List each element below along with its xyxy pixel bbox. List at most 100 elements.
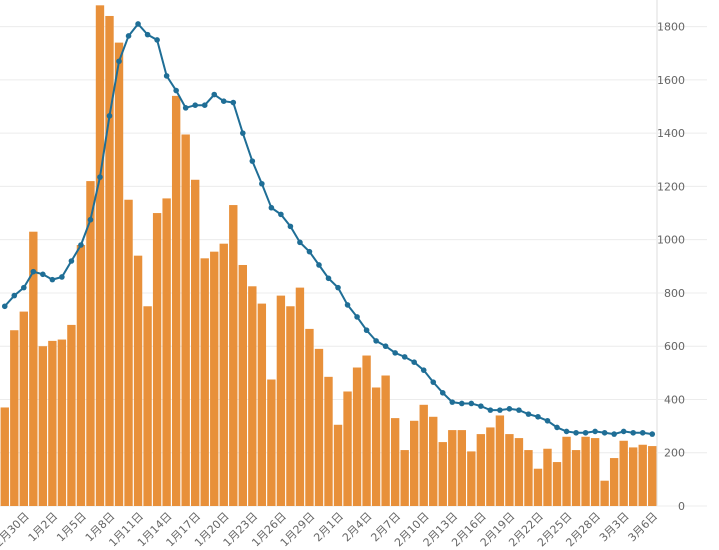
point — [620, 428, 627, 435]
bar — [562, 436, 571, 506]
bar — [38, 346, 48, 506]
bar — [171, 95, 181, 506]
y-tick-label: 1200 — [657, 180, 685, 193]
bar — [124, 199, 133, 506]
bar — [86, 181, 95, 507]
bar — [381, 375, 390, 506]
point — [344, 302, 351, 308]
point — [420, 367, 427, 373]
point — [163, 73, 170, 79]
bar — [19, 311, 28, 506]
point — [21, 284, 27, 291]
point — [439, 390, 446, 396]
bar — [600, 480, 609, 506]
point — [201, 102, 208, 108]
point — [30, 268, 37, 275]
point — [573, 429, 579, 436]
bar — [533, 468, 543, 506]
point — [459, 400, 465, 407]
point — [249, 158, 256, 164]
bar — [133, 255, 143, 506]
point — [582, 429, 589, 436]
bar — [181, 134, 190, 506]
point — [78, 242, 84, 248]
bar — [648, 446, 657, 506]
bar — [419, 404, 428, 506]
bar — [514, 438, 524, 506]
point — [601, 429, 608, 436]
point — [382, 343, 389, 350]
x-tick-label: 1月2日 — [26, 510, 61, 545]
point — [306, 248, 313, 255]
bar — [609, 458, 619, 506]
point — [297, 239, 303, 246]
point — [639, 429, 646, 436]
bar — [400, 450, 409, 506]
bar — [0, 407, 9, 506]
point — [182, 105, 189, 111]
point — [516, 407, 522, 413]
point — [335, 284, 341, 291]
point — [544, 417, 551, 424]
bar — [276, 295, 286, 506]
bar — [210, 251, 219, 506]
point — [392, 350, 398, 356]
point — [506, 405, 513, 412]
point — [173, 87, 179, 94]
x-tick-label: 3月6日 — [626, 510, 661, 545]
x-tick-label: 2月4日 — [340, 510, 375, 545]
x-tick-label: 2月1日 — [311, 510, 346, 545]
bar — [505, 434, 514, 506]
point — [87, 216, 94, 223]
bar — [457, 430, 466, 506]
point — [40, 271, 46, 278]
point — [611, 431, 617, 437]
bar — [324, 376, 333, 506]
point — [125, 33, 132, 39]
bar — [524, 450, 533, 506]
bar — [267, 379, 276, 506]
bar — [200, 258, 209, 506]
point — [278, 211, 284, 218]
point — [325, 275, 332, 282]
bar — [143, 306, 152, 506]
point — [144, 31, 151, 38]
bar — [162, 198, 171, 506]
point — [535, 413, 541, 420]
bar — [438, 442, 447, 506]
bar — [57, 339, 67, 506]
point — [287, 223, 294, 230]
bar — [238, 264, 247, 506]
y-tick-label: 0 — [678, 500, 685, 513]
bar — [76, 245, 86, 506]
bar — [295, 287, 305, 506]
x-tick-label: 1月5日 — [54, 510, 89, 545]
point — [363, 327, 370, 334]
point — [649, 431, 656, 437]
point — [554, 424, 560, 431]
point — [316, 262, 322, 268]
y-tick-label: 1000 — [657, 234, 685, 247]
y-tick-label: 800 — [664, 287, 685, 300]
bar — [191, 179, 200, 506]
bar — [448, 430, 457, 506]
point — [230, 99, 237, 106]
point — [68, 258, 75, 264]
point — [116, 58, 122, 65]
bar — [248, 286, 257, 506]
bar — [67, 324, 76, 506]
bar — [219, 243, 228, 506]
y-tick-label: 400 — [664, 393, 685, 406]
bar — [305, 328, 314, 506]
bar — [571, 450, 581, 506]
x-tick-label: 3月3日 — [597, 510, 632, 545]
bar — [467, 451, 476, 506]
point — [268, 204, 275, 211]
point — [354, 314, 360, 320]
bar — [495, 415, 505, 506]
bar — [362, 355, 371, 506]
point — [135, 21, 141, 27]
point — [630, 429, 636, 436]
point — [259, 180, 265, 187]
